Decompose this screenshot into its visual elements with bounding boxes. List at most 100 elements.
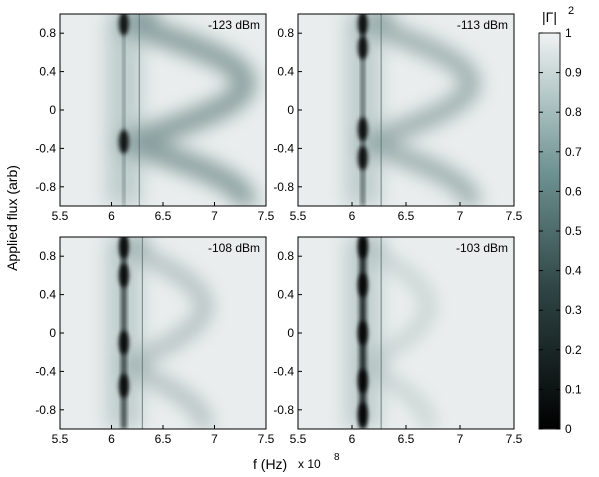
colorbar-tick-label: 0.7 <box>565 145 582 159</box>
panel-1-x-tick-label: 7.5 <box>258 209 275 223</box>
panel-4-x-tick-label: 7 <box>457 432 464 446</box>
panel-3-y-tick-label: -0.4 <box>35 364 56 378</box>
panel-2-y-tick-label: 0.8 <box>277 26 294 40</box>
panel-2-y-tick-label: -0.8 <box>273 180 294 194</box>
panel-2-feature-line <box>380 14 382 206</box>
panel-3-power-label: -108 dBm <box>208 241 260 255</box>
panel-3-x-tick-label: 6 <box>108 432 115 446</box>
panel-4-dip-3 <box>357 321 368 345</box>
panel-4: 5.5 6 6.5 7 7.5 0.8 0.4 0 -0.4 -0.8 -103 dBm <box>273 236 523 446</box>
panel-4-y-tick-label: 0.8 <box>277 249 294 263</box>
panel-3-x-tick-label: 5.5 <box>52 432 69 446</box>
panel-3-feature-line <box>141 237 143 429</box>
panel-2-x-tick-label: 6 <box>349 209 356 223</box>
panel-3-dip-3 <box>118 330 129 355</box>
panel-3-y-tick-label: -0.8 <box>35 403 56 417</box>
panel-2-x-tick-label: 7.5 <box>506 209 523 223</box>
panel-2-x-tick-label: 5.5 <box>290 209 307 223</box>
colorbar-tick-label: 0.2 <box>565 343 582 357</box>
panel-4-y-tick-label: -0.4 <box>273 364 294 378</box>
x-axis-multiplier-exponent: 8 <box>334 452 340 463</box>
panel-4-dip-2 <box>357 273 368 297</box>
panel-4-power-label: -103 dBm <box>456 241 508 255</box>
panel-2-power-label: -113 dBm <box>457 18 508 32</box>
panel-1-band <box>121 14 257 206</box>
colorbar-tick-label: 0.3 <box>565 303 582 317</box>
panel-1-y-tick-label: 0.8 <box>39 26 56 40</box>
colorbar-label-exponent: 2 <box>568 5 574 17</box>
x-axis-title-group: f (Hz) x 10 8 <box>253 452 340 472</box>
panel-3-dip-1 <box>118 237 129 259</box>
panel-1: 5.5 6 6.5 7 7.5 0.8 0.4 0 -0.4 -0.8 -123 dBm <box>35 13 275 223</box>
panel-3-dip-4 <box>118 373 129 398</box>
colorbar-tick-label: 0.6 <box>565 184 582 198</box>
panel-4-x-tick-label: 7.5 <box>506 432 523 446</box>
colorbar-ticks: 1 0.9 0.8 0.7 0.6 0.5 0.4 0.3 0.2 0.1 0 <box>539 26 582 436</box>
x-axis-title: f (Hz) <box>253 456 287 472</box>
panel-2-y-tick-label: 0 <box>287 103 294 117</box>
colorbar: |Γ| 2 1 0.9 0.8 0.7 0.6 0.5 0.4 0.3 0.2 0.1 0 <box>538 5 582 436</box>
panel-2-band <box>361 14 480 206</box>
colorbar-tick-label: 0 <box>565 422 572 436</box>
panel-4-dip-4 <box>357 369 368 393</box>
panel-1-power-label: -123 dBm <box>208 18 260 32</box>
panel-2-heatmap <box>298 14 514 206</box>
x-axis-multiplier: x 10 <box>298 457 321 471</box>
panel-1-y-tick-label: 0.4 <box>39 65 56 79</box>
panel-4-feature-line <box>380 237 382 429</box>
colorbar-tick-label: 0.5 <box>565 224 582 238</box>
panel-1-x-tick-label: 7 <box>211 209 218 223</box>
panel-2-y-tick-label: -0.4 <box>273 141 294 155</box>
panel-2-x-tick-label: 7 <box>457 209 464 223</box>
colorbar-label-base: |Γ| <box>542 9 557 25</box>
panel-3-dip-2 <box>118 263 129 288</box>
panel-1-y-tick-label: -0.8 <box>35 180 56 194</box>
colorbar-tick-label: 1 <box>565 26 572 40</box>
panel-3-y-tick-label: 0.4 <box>39 288 56 302</box>
panel-1-dip-2 <box>118 129 129 154</box>
panel-3: 5.5 6 6.5 7 7.5 0.8 0.4 0 -0.4 -0.8 -108 dBm <box>35 236 275 446</box>
y-axis-title: Applied flux (arb) <box>4 165 20 271</box>
panel-1-dip-1 <box>118 14 129 36</box>
panel-4-y-tick-label: 0.4 <box>277 288 294 302</box>
panel-4-x-tick-label: 6 <box>349 432 356 446</box>
panel-4-y-tick-label: -0.8 <box>273 403 294 417</box>
panel-1-resonance-line <box>122 14 125 206</box>
panel-3-y-tick-label: 0.8 <box>39 249 56 263</box>
panel-4-dip-5 <box>357 402 368 427</box>
panel-3-band <box>122 237 212 429</box>
panel-2-y-tick-label: 0.4 <box>277 65 294 79</box>
panel-2-resonance-line <box>361 14 365 206</box>
panels-group: 5.5 6 6.5 7 7.5 0.8 0.4 0 -0.4 -0.8 -123 dBm 5.5 6 6.… <box>35 13 523 446</box>
colorbar-label: |Γ| 2 <box>542 5 574 25</box>
panel-3-x-tick-label: 6.5 <box>155 432 172 446</box>
colorbar-tick-label: 0.4 <box>565 264 582 278</box>
panel-1-x-tick-label: 5.5 <box>52 209 69 223</box>
panel-1-y-tick-label: 0 <box>49 103 56 117</box>
panel-2: 5.5 6 6.5 7 7.5 0.8 0.4 0 -0.4 -0.8 -113 dBm <box>273 13 523 223</box>
colorbar-tick-label: 0.1 <box>565 382 582 396</box>
panel-2-dip-3 <box>357 117 368 142</box>
panel-3-x-tick-label: 7.5 <box>258 432 275 446</box>
panel-1-heatmap <box>60 14 266 206</box>
panel-2-dip-2 <box>357 35 368 60</box>
panel-1-x-tick-label: 6 <box>108 209 115 223</box>
panel-2-x-tick-label: 6.5 <box>398 209 415 223</box>
panel-4-x-tick-label: 6.5 <box>398 432 415 446</box>
panel-4-x-tick-label: 5.5 <box>290 432 307 446</box>
panel-1-feature-line <box>138 14 140 206</box>
panel-1-x-tick-label: 6.5 <box>155 209 172 223</box>
colorbar-tick-label: 0.9 <box>565 66 582 80</box>
panel-2-dip-4 <box>357 146 368 170</box>
panel-4-band <box>363 237 434 429</box>
panel-2-dip-1 <box>357 14 368 36</box>
panel-4-dip-1 <box>357 237 368 259</box>
panel-3-y-tick-label: 0 <box>49 326 56 340</box>
panel-3-x-tick-label: 7 <box>211 432 218 446</box>
panel-3-heatmap <box>60 237 266 429</box>
panel-1-y-tick-label: -0.4 <box>35 141 56 155</box>
colorbar-tick-label: 0.8 <box>565 105 582 119</box>
panel-4-y-tick-label: 0 <box>287 326 294 340</box>
panel-4-heatmap <box>298 237 514 429</box>
